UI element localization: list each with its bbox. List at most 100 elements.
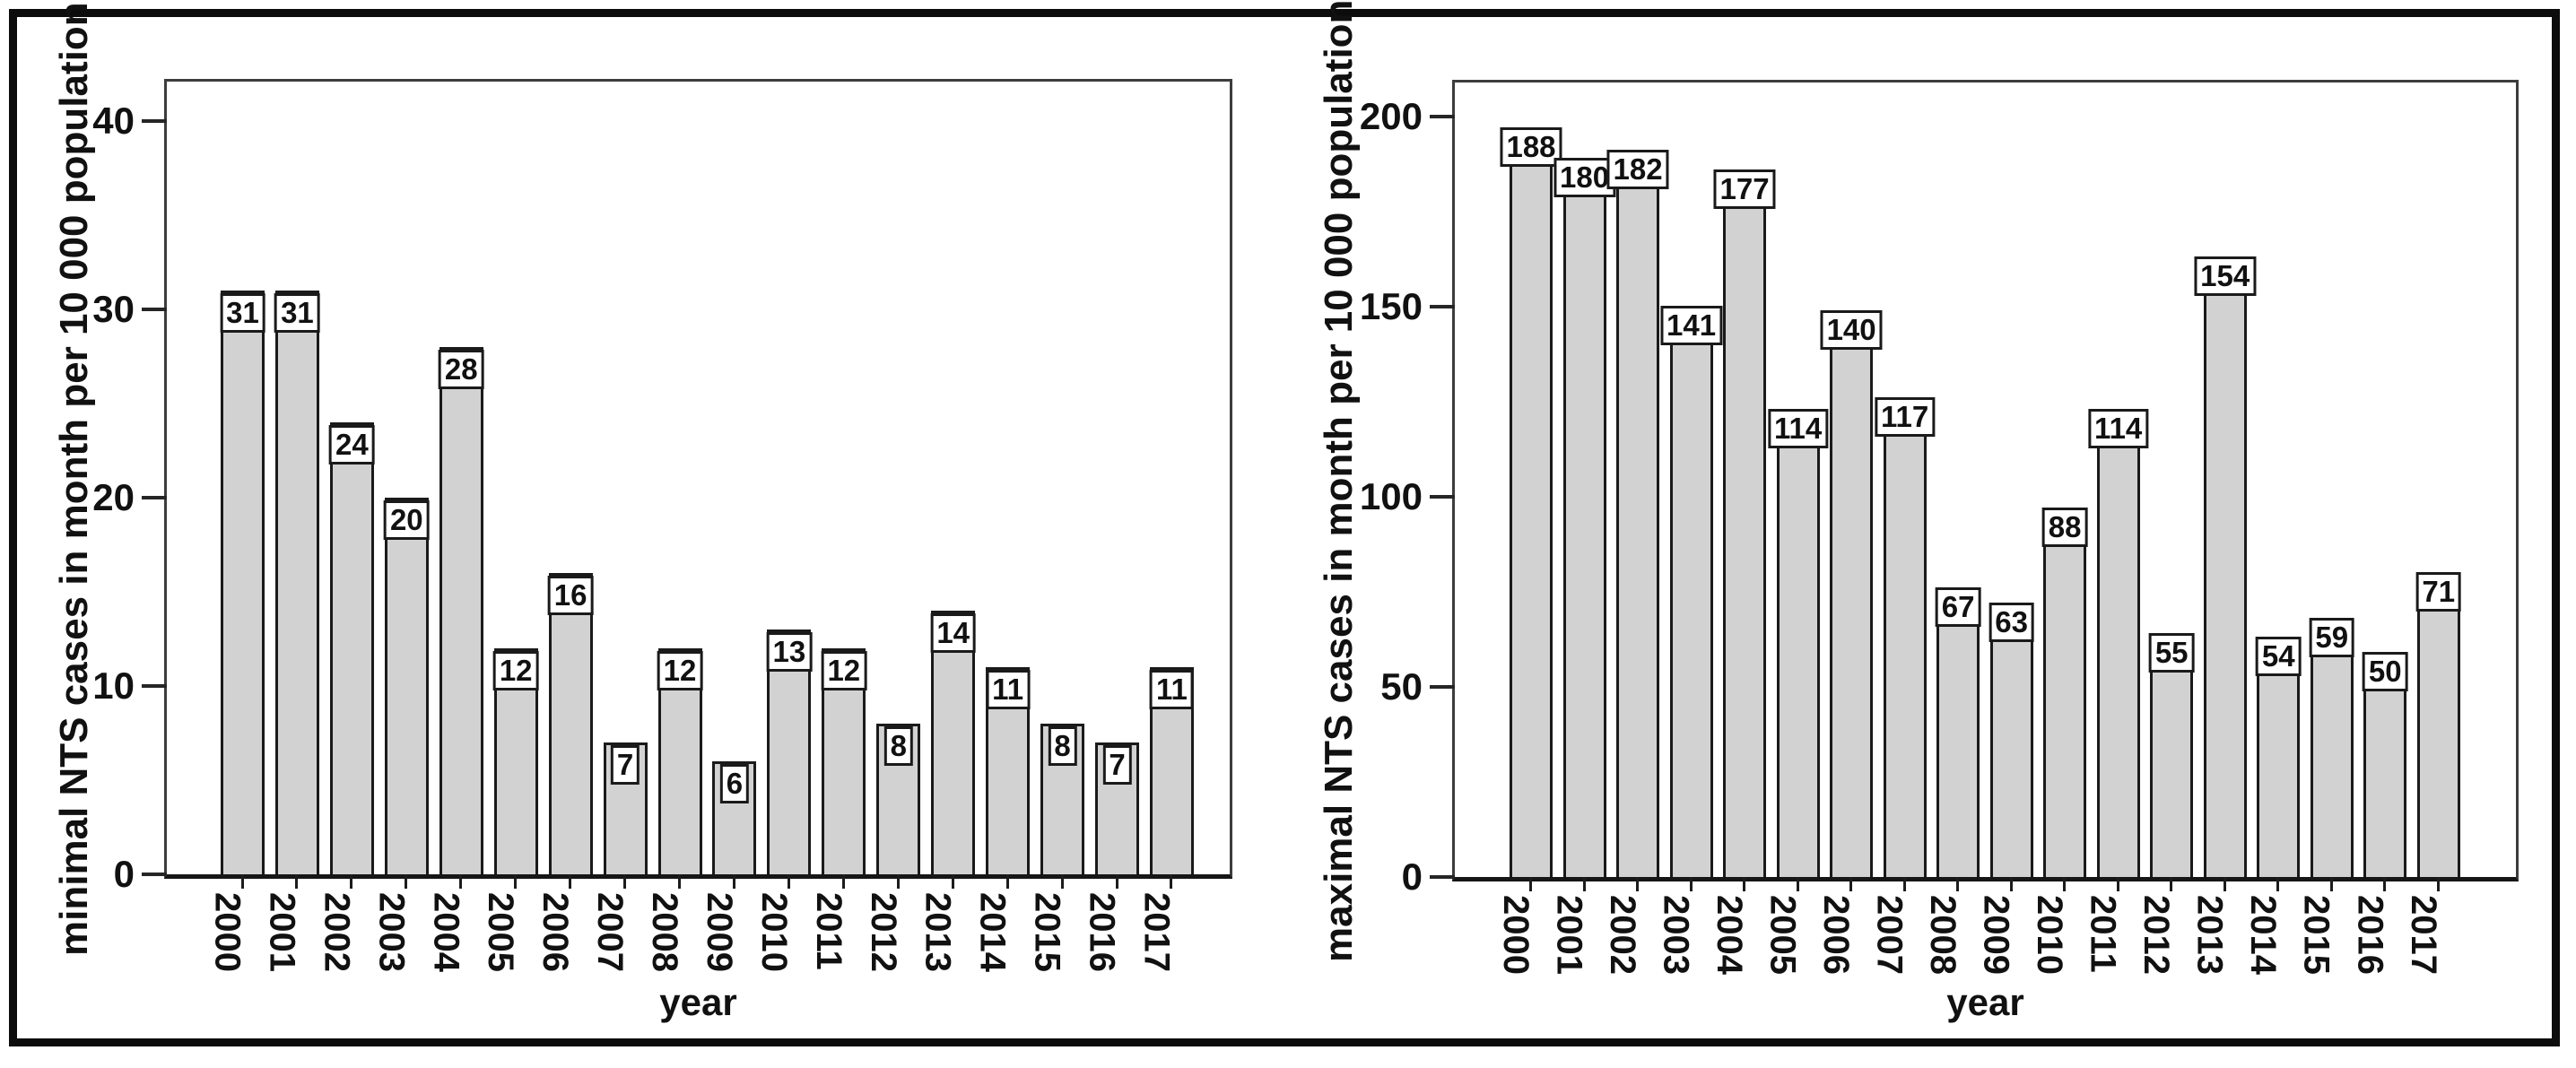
bar-slot-2013: 14 2013 <box>918 82 977 972</box>
x-tick-label-2002: 2002 <box>1603 895 1643 975</box>
bar-2013 <box>931 611 976 874</box>
y-axis-tick <box>1430 305 1455 309</box>
x-axis-tick <box>1796 877 1799 891</box>
bar-value-label: 71 <box>2415 572 2462 612</box>
bar-value-label: 141 <box>1660 306 1723 345</box>
bar-value-label: 14 <box>930 613 977 653</box>
bar-slot-2006: 140 2006 <box>1816 82 1883 975</box>
x-tick-label-2006: 2006 <box>1816 895 1857 975</box>
y-tick-label: 20 <box>92 476 135 519</box>
bar-2004 <box>439 347 483 874</box>
x-axis-tick <box>623 874 627 889</box>
bar-2001 <box>1562 193 1606 877</box>
bar-value-label: 8 <box>883 726 913 766</box>
x-axis-tick <box>1529 877 1532 891</box>
x-axis-tick <box>2063 877 2067 891</box>
bar-slot-2016: 7 2016 <box>1083 82 1139 972</box>
bar-slot-2016: 50 2016 <box>2350 82 2408 975</box>
y-axis-tick <box>1430 685 1455 690</box>
x-tick-label-2009: 2009 <box>1976 895 2016 975</box>
x-axis-title: year <box>659 981 737 1023</box>
bar-slot-2011: 114 2011 <box>2084 82 2149 973</box>
x-tick-label-2017: 2017 <box>2403 895 2443 975</box>
bar-slot-2001: 31 2001 <box>262 82 320 972</box>
bars-container: 31 2000 31 2001 24 2002 20 2003 28 2004 12 2005 16 20… <box>167 82 1230 972</box>
bar-value-label: 114 <box>2088 409 2149 448</box>
x-axis-tick <box>459 874 463 889</box>
x-tick-label-2008: 2008 <box>1923 895 1963 975</box>
y-tick-label: 0 <box>113 853 135 895</box>
bar-value-label: 50 <box>2362 652 2408 691</box>
x-axis-tick <box>2436 877 2440 891</box>
x-tick-label-2015: 2015 <box>2296 895 2337 975</box>
x-tick-label-2002: 2002 <box>317 892 357 972</box>
x-tick-label-2012: 2012 <box>863 892 903 972</box>
x-axis-tick <box>1582 877 1586 891</box>
x-axis-tick <box>2223 877 2226 891</box>
x-tick-label-2000: 2000 <box>207 892 248 972</box>
bar-value-label: 20 <box>383 500 430 540</box>
x-tick-label-2001: 2001 <box>1549 895 1589 975</box>
x-axis-tick <box>2170 877 2173 891</box>
x-tick-label-2016: 2016 <box>2350 895 2390 975</box>
bar-slot-2012: 55 2012 <box>2137 82 2195 975</box>
x-tick-label-2011: 2011 <box>808 892 849 970</box>
y-tick-label: 40 <box>92 100 135 143</box>
x-tick-label-2016: 2016 <box>1082 892 1122 972</box>
bar-2014 <box>2257 672 2301 877</box>
x-tick-label-2013: 2013 <box>2189 895 2230 975</box>
y-axis-tick <box>142 684 167 689</box>
x-tick-label-2000: 2000 <box>1496 895 1536 975</box>
x-tick-label-2001: 2001 <box>262 892 302 972</box>
bar-2001 <box>274 291 319 874</box>
bar-slot-2004: 177 2004 <box>1710 82 1776 975</box>
bar-2017 <box>2416 607 2460 877</box>
bar-2000 <box>1510 162 1553 877</box>
x-tick-label-2004: 2004 <box>426 892 466 972</box>
x-axis-title: year <box>1946 981 2024 1023</box>
bars-container: 188 2000 180 2001 182 2002 141 2003 177 2004 114 20… <box>1455 82 2516 975</box>
x-axis-tick <box>350 874 353 889</box>
x-axis-tick <box>2276 877 2280 891</box>
x-axis-tick <box>2009 877 2013 891</box>
bar-slot-2012: 8 2012 <box>864 82 921 972</box>
bar-slot-2005: 114 2005 <box>1763 82 1829 975</box>
x-tick-label-2017: 2017 <box>1136 892 1177 972</box>
bar-value-label: 11 <box>1149 670 1194 709</box>
bar-slot-2008: 67 2008 <box>1923 82 1981 975</box>
bar-slot-2005: 12 2005 <box>481 82 539 972</box>
bar-2011 <box>2096 444 2140 877</box>
y-tick-label: 100 <box>1359 475 1423 518</box>
bar-chart-minimal-nts: 31 2000 31 2001 24 2002 20 2003 28 2004 12 2005 16 20… <box>92 79 1232 972</box>
x-axis-tick <box>405 874 408 889</box>
bar-value-label: 28 <box>438 350 484 389</box>
x-axis-tick <box>1902 877 1906 891</box>
bar-slot-2014: 11 2014 <box>973 82 1031 972</box>
bar-value-label: 140 <box>1820 310 1883 350</box>
bar-slot-2011: 12 2011 <box>809 82 867 970</box>
x-axis-tick <box>1689 877 1693 891</box>
bar-slot-2000: 31 2000 <box>208 82 265 972</box>
bar-slot-2004: 28 2004 <box>426 82 484 972</box>
y-tick-label: 30 <box>92 288 135 331</box>
bar-2013 <box>2203 291 2247 877</box>
y-axis-title: maximal NTS cases in month per 10 000 po… <box>1317 0 1361 962</box>
y-tick-label: 50 <box>1380 665 1423 708</box>
bar-slot-2009: 6 2009 <box>700 82 757 972</box>
bar-2012 <box>2150 668 2194 877</box>
bar-value-label: 67 <box>1935 587 1981 627</box>
y-tick-label: 150 <box>1359 285 1423 328</box>
x-axis-tick <box>787 874 790 889</box>
bar-value-label: 188 <box>1500 127 1562 167</box>
y-axis-title: minimal NTS cases in month per 10 000 po… <box>52 2 96 956</box>
y-axis-tick <box>1430 115 1455 119</box>
x-tick-label-2015: 2015 <box>1027 892 1067 972</box>
bar-slot-2000: 188 2000 <box>1496 82 1562 975</box>
x-axis-tick <box>1170 874 1173 889</box>
bar-2005 <box>1776 444 1820 877</box>
x-axis-tick <box>1743 877 1746 891</box>
x-axis-tick <box>2329 877 2333 891</box>
bar-2016 <box>2363 687 2407 877</box>
bar-slot-2017: 11 2017 <box>1136 82 1194 972</box>
x-tick-label-2012: 2012 <box>2137 895 2177 975</box>
